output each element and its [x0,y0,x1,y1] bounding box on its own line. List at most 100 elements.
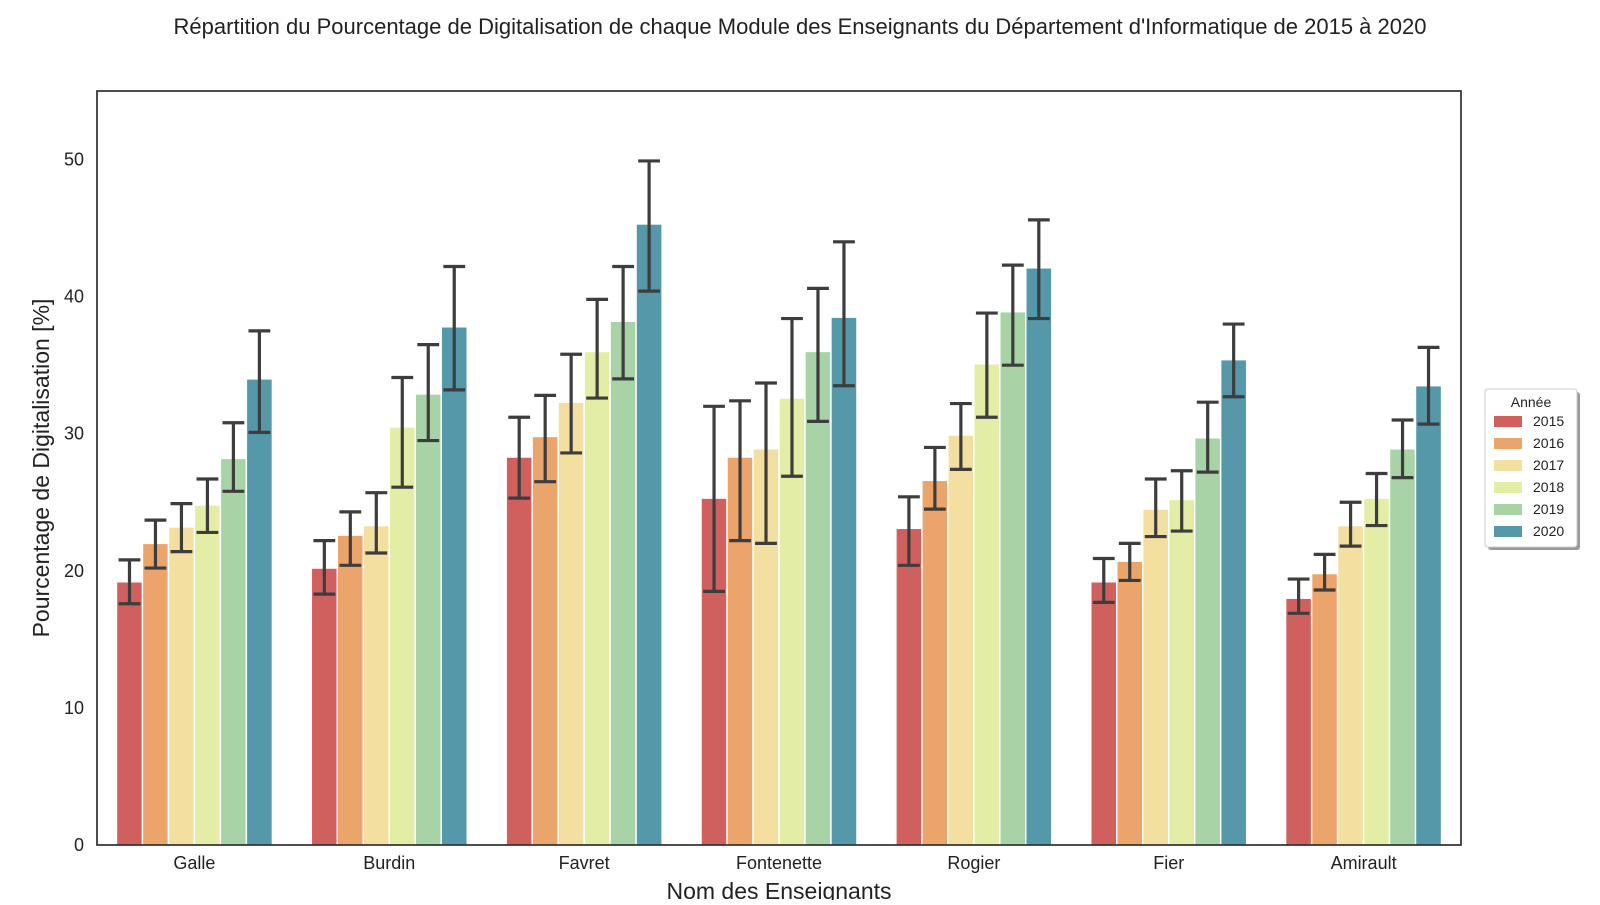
x-tick-label: Fier [1153,853,1184,873]
legend-item-2020: 2020 [1494,523,1564,539]
y-tick-label: 30 [64,424,84,444]
chart-title: Répartition du Pourcentage de Digitalisa… [174,14,1427,39]
legend-label: 2018 [1533,479,1564,495]
bar-amirault-2017 [1336,524,1365,846]
bar-burdin-2016 [336,534,365,846]
legend-item-2017: 2017 [1494,457,1564,473]
error-bar-fier-2015 [1092,556,1115,604]
x-tick-label: Galle [173,853,215,873]
error-bar-fontenette-2018 [781,316,803,478]
x-tick-label: Rogier [947,853,1000,873]
legend-item-2016: 2016 [1494,435,1564,451]
legend-item-2015: 2015 [1494,413,1564,429]
error-bar-favret-2018 [586,297,609,400]
legend-label: 2017 [1533,457,1564,473]
bar-favret-2016 [531,435,559,846]
y-tick-label: 20 [64,561,84,581]
bar-burdin-2019 [414,393,442,846]
bar-galle-2020 [245,378,274,846]
error-bar-favret-2016 [534,393,557,484]
x-axis-label: Nom des Enseignants [666,878,891,900]
y-axis-label: Pourcentage de Digitalisation [%] [28,299,54,638]
error-bar-fontenette-2020 [833,240,855,388]
error-bar-rogier-2016 [923,445,946,511]
y-tick-label: 50 [64,150,84,170]
plot-frame [96,90,1462,846]
error-bar-amirault-2018 [1365,471,1388,528]
legend-swatch [1494,482,1522,493]
error-bar-fier-2019 [1196,400,1219,474]
bar-rogier-2018 [973,363,1001,846]
legend-swatch [1494,526,1522,537]
error-bar-amirault-2017 [1339,500,1362,548]
error-bars-layer [118,159,1440,615]
error-bar-fier-2016 [1118,541,1141,583]
bar-rogier-2016 [921,479,949,846]
bar-favret-2018 [583,350,611,846]
bar-burdin-2017 [362,524,390,846]
bar-fier-2018 [1168,498,1196,846]
bar-rogier-2015 [895,527,923,846]
error-bar-burdin-2017 [365,491,388,555]
error-bar-galle-2015 [118,558,141,606]
bar-favret-2015 [505,456,533,846]
bar-rogier-2020 [1025,267,1053,846]
error-bar-galle-2020 [248,329,271,434]
error-bar-amirault-2019 [1391,418,1414,480]
bar-burdin-2020 [440,326,468,846]
legend-label: 2020 [1533,523,1564,539]
bar-fier-2020 [1219,359,1248,846]
x-tick-label: Amirault [1331,853,1397,873]
bar-rogier-2017 [947,434,975,846]
error-bar-fier-2017 [1144,477,1167,539]
y-tick-label: 0 [74,835,84,855]
bar-amirault-2019 [1388,448,1417,846]
bar-favret-2020 [635,223,663,846]
legend-item-2019: 2019 [1494,501,1564,517]
error-bar-galle-2018 [196,477,219,535]
bar-amirault-2018 [1362,497,1391,846]
error-bar-burdin-2015 [313,539,336,596]
bar-fier-2017 [1142,508,1170,846]
error-bar-rogier-2015 [897,495,920,567]
legend-swatch [1494,438,1522,449]
error-bar-rogier-2019 [1001,263,1024,367]
x-tick-label: Favret [559,853,610,873]
bar-favret-2017 [557,401,585,846]
legend-swatch [1494,460,1522,471]
bar-galle-2017 [167,526,196,846]
error-bar-amirault-2016 [1313,552,1336,592]
error-bar-burdin-2020 [443,264,466,392]
x-tick-label: Fontenette [736,853,822,873]
bar-amirault-2020 [1414,385,1443,846]
error-bar-amirault-2015 [1287,577,1310,615]
error-bar-amirault-2020 [1417,345,1440,426]
error-bar-rogier-2017 [949,401,972,471]
error-bar-rogier-2020 [1027,218,1050,321]
bar-amirault-2016 [1310,572,1339,846]
bar-fontenette-2020 [830,316,858,846]
error-bar-fier-2018 [1170,469,1193,533]
error-bar-favret-2015 [508,415,531,500]
legend-label: 2015 [1533,413,1564,429]
bar-galle-2019 [219,457,248,846]
y-axis: 0 10 20 30 40 50 [64,150,84,855]
error-bar-burdin-2016 [339,510,362,567]
legend-label: 2019 [1533,501,1564,517]
legend-label: 2016 [1533,435,1564,451]
x-axis: Galle Burdin Favret Fontenette Rogier Fier Ami… [173,853,1396,873]
legend[interactable]: Année 2015 2016 2017 2018 2019 2020 [1484,388,1580,550]
bar-burdin-2018 [388,426,416,846]
error-bar-fontenette-2016 [729,399,751,543]
bar-galle-2018 [193,504,222,846]
error-bar-rogier-2018 [975,311,998,419]
error-bar-fier-2020 [1222,322,1245,399]
legend-items: 2015 2016 2017 2018 2019 2020 [1494,413,1564,539]
bar-fier-2015 [1090,581,1118,846]
error-bar-galle-2019 [222,421,245,493]
legend-item-2018: 2018 [1494,479,1564,495]
error-bar-fontenette-2017 [755,381,777,546]
error-bar-favret-2020 [638,159,661,293]
error-bar-galle-2017 [170,502,193,554]
